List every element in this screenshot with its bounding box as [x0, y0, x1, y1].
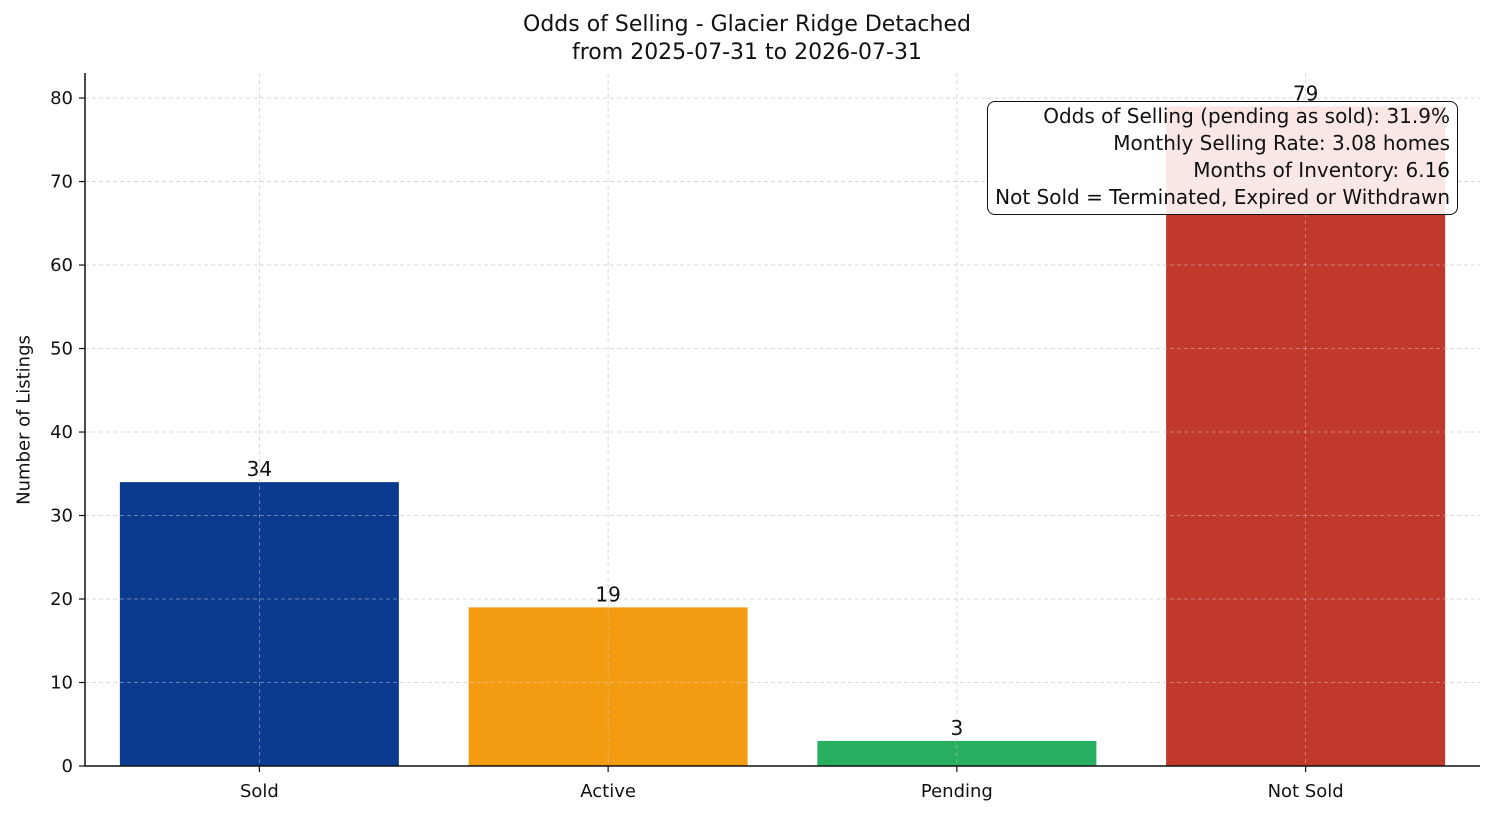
annotation-not-sold-definition: Not Sold = Terminated, Expired or Withdr… [995, 185, 1450, 209]
y-tick-label: 10 [50, 673, 73, 694]
y-axis-label: Number of Listings [13, 335, 35, 505]
annotation-odds-of-selling: Odds of Selling (pending as sold): 31.9% [1043, 104, 1450, 128]
y-tick-label: 30 [50, 506, 73, 527]
annotation-months-of-inventory: Months of Inventory: 6.16 [1193, 158, 1450, 182]
x-tick-label: Sold [240, 781, 279, 802]
chart-subtitle: from 2025-07-31 to 2026-07-31 [572, 40, 922, 65]
x-tick-label: Pending [921, 781, 993, 802]
summary-annotation-box: Odds of Selling (pending as sold): 31.9%… [987, 101, 1458, 215]
bar-active [468, 607, 748, 766]
bar-value-label: 3 [951, 716, 964, 740]
chart-title: Odds of Selling - Glacier Ridge Detached [523, 12, 971, 37]
bar-value-label: 34 [247, 457, 272, 481]
y-tick-label: 50 [50, 339, 73, 360]
x-axis: Sold Active Pending Not Sold [85, 765, 1480, 802]
bars [85, 73, 1480, 767]
y-axis: 0 10 20 30 40 50 60 70 80 [50, 73, 86, 777]
y-tick-label: 20 [50, 589, 73, 610]
y-tick-label: 0 [62, 756, 73, 777]
bar-value-label: 19 [595, 582, 620, 606]
y-tick-label: 80 [50, 88, 73, 109]
y-tick-label: 40 [50, 422, 73, 443]
annotation-monthly-selling-rate: Monthly Selling Rate: 3.08 homes [1113, 131, 1450, 155]
x-tick-label: Active [580, 781, 636, 802]
y-tick-label: 70 [50, 172, 73, 193]
y-tick-label: 60 [50, 255, 73, 276]
x-tick-label: Not Sold [1268, 781, 1344, 802]
